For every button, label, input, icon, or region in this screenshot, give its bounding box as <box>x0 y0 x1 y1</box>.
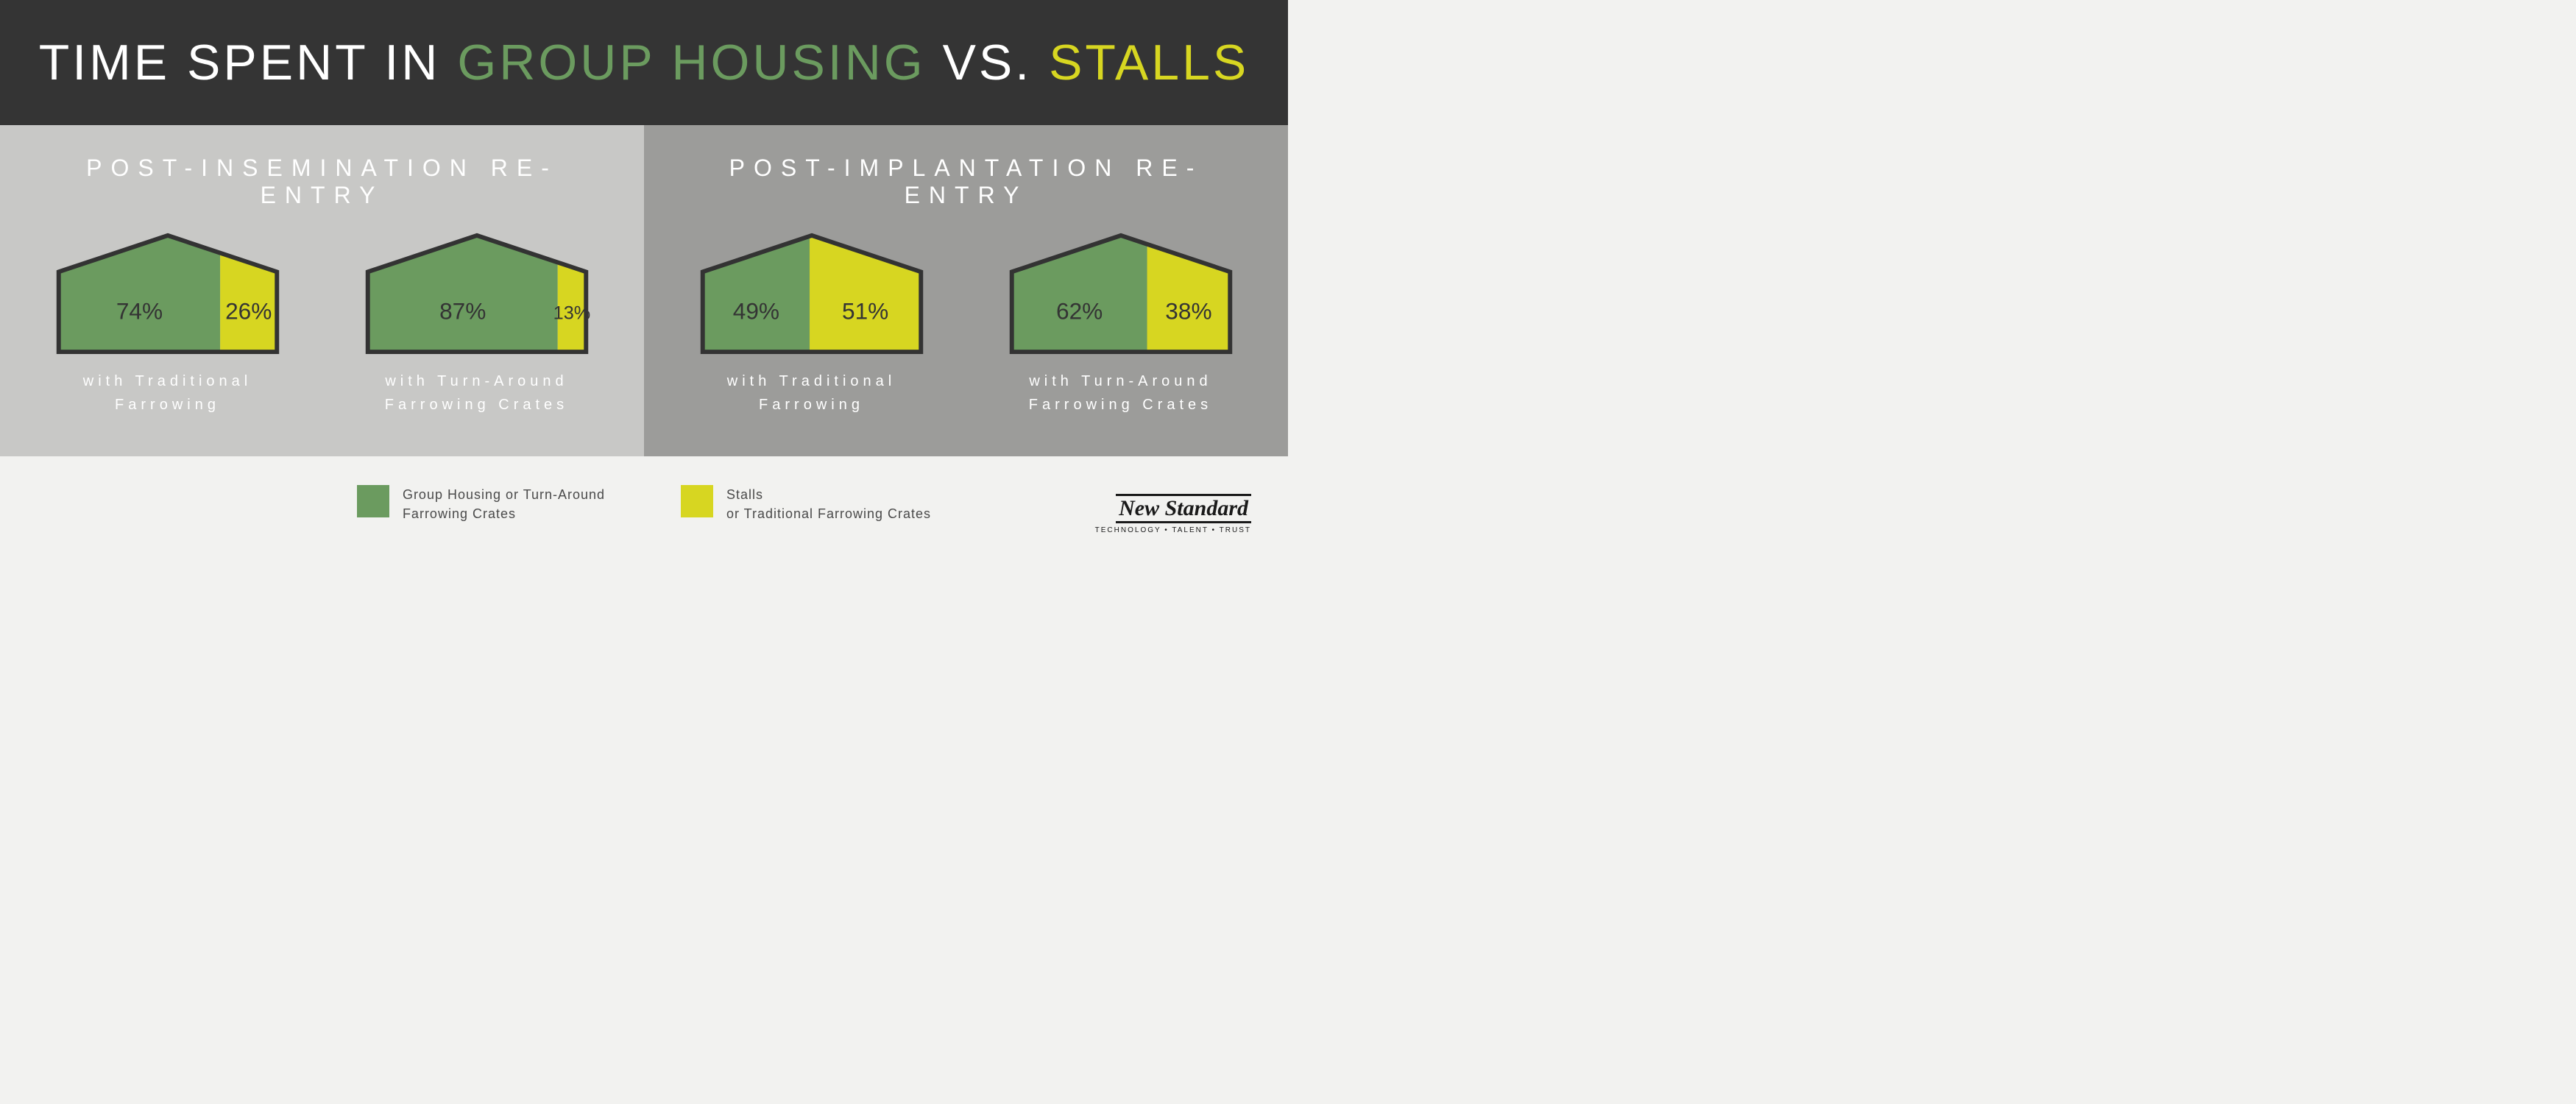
logo-tagline: TECHNOLOGY • TALENT • TRUST <box>1095 526 1251 534</box>
legend-text: Group Housing or Turn-Around Farrowing C… <box>403 485 622 523</box>
legend-swatch <box>681 485 713 517</box>
barn-block: 49% 51% with TraditionalFarrowing <box>679 231 944 417</box>
barn-block: 74% 26% with TraditionalFarrowing <box>35 231 300 417</box>
barn-value-yellow: 51% <box>842 298 888 325</box>
legend-item: Stallsor Traditional Farrowing Crates <box>681 485 931 523</box>
logo: New Standard TECHNOLOGY • TALENT • TRUST <box>1095 494 1251 534</box>
legend-item: Group Housing or Turn-Around Farrowing C… <box>357 485 622 523</box>
barn-block: 62% 38% with Turn-AroundFarrowing Crates <box>988 231 1253 417</box>
barn-value-green: 49% <box>732 298 779 325</box>
title: TIME SPENT IN GROUP HOUSING VS. STALLS <box>39 38 1250 88</box>
barn-icon: 74% 26% <box>50 231 286 356</box>
infographic: TIME SPENT IN GROUP HOUSING VS. STALLS P… <box>0 0 1288 552</box>
barn-icon: 49% 51% <box>694 231 930 356</box>
panels: POST-INSEMINATION RE-ENTRY 74% 26% with … <box>0 125 1288 456</box>
barn-value-green: 74% <box>116 298 162 325</box>
barn-value-yellow: 26% <box>225 298 272 325</box>
header: TIME SPENT IN GROUP HOUSING VS. STALLS <box>0 0 1288 125</box>
barn-caption: with Turn-AroundFarrowing Crates <box>385 369 568 417</box>
panel-post-insemination: POST-INSEMINATION RE-ENTRY 74% 26% with … <box>0 125 644 456</box>
barn-row: 74% 26% with TraditionalFarrowing 87% 13… <box>29 231 615 417</box>
panel-post-implantation: POST-IMPLANTATION RE-ENTRY 49% 51% with … <box>644 125 1288 456</box>
barn-value-yellow: 38% <box>1165 298 1211 325</box>
barn-caption: with Turn-AroundFarrowing Crates <box>1029 369 1212 417</box>
footer: Group Housing or Turn-Around Farrowing C… <box>0 456 1288 552</box>
barn-value-green: 62% <box>1056 298 1103 325</box>
barn-fill-green <box>1011 236 1147 352</box>
panel-title: POST-INSEMINATION RE-ENTRY <box>29 155 615 209</box>
panel-title: POST-IMPLANTATION RE-ENTRY <box>673 155 1259 209</box>
legend: Group Housing or Turn-Around Farrowing C… <box>357 485 931 523</box>
barn-caption: with TraditionalFarrowing <box>83 369 252 417</box>
barn-icon: 87% 13% <box>359 231 595 356</box>
barn-icon: 62% 38% <box>1003 231 1239 356</box>
legend-text: Stallsor Traditional Farrowing Crates <box>726 485 931 523</box>
barn-block: 87% 13% with Turn-AroundFarrowing Crates <box>344 231 609 417</box>
logo-brand: New Standard <box>1116 494 1251 523</box>
legend-swatch <box>357 485 389 517</box>
barn-value-green: 87% <box>439 298 486 325</box>
barn-value-yellow: 13% <box>553 303 590 324</box>
barn-row: 49% 51% with TraditionalFarrowing 62% 38… <box>673 231 1259 417</box>
barn-caption: with TraditionalFarrowing <box>727 369 896 417</box>
barn-fill-green <box>58 236 219 352</box>
